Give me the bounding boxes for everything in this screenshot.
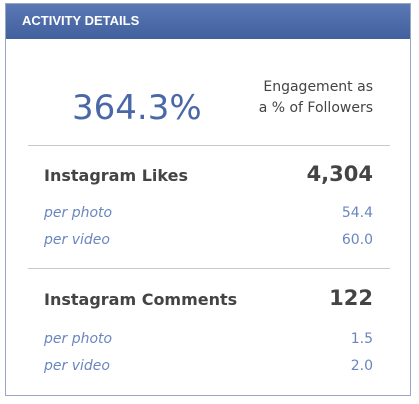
row-label: per photo [44,205,113,221]
summary-value: 364.3% [72,88,202,128]
summary-label: a % of Followers [258,100,373,116]
divider [28,268,390,269]
row-value: 2.0 [350,358,373,374]
row-label: per photo [44,331,113,347]
row-label: per video [44,358,110,374]
row-label: per video [44,232,110,248]
section-total: 4,304 [306,162,373,186]
divider [28,145,390,146]
row-value: 1.5 [350,331,373,347]
section-total: 122 [329,286,373,310]
activity-card: ACTIVITY DETAILS 364.3% Engagement as a … [5,3,411,396]
card-header: ACTIVITY DETAILS [6,4,410,39]
header-title: ACTIVITY DETAILS [22,13,140,28]
row-value: 60.0 [341,232,373,248]
summary-label: Engagement as [263,79,373,95]
section-title: Instagram Likes [44,166,188,185]
section-title: Instagram Comments [44,290,238,309]
row-value: 54.4 [341,205,373,221]
